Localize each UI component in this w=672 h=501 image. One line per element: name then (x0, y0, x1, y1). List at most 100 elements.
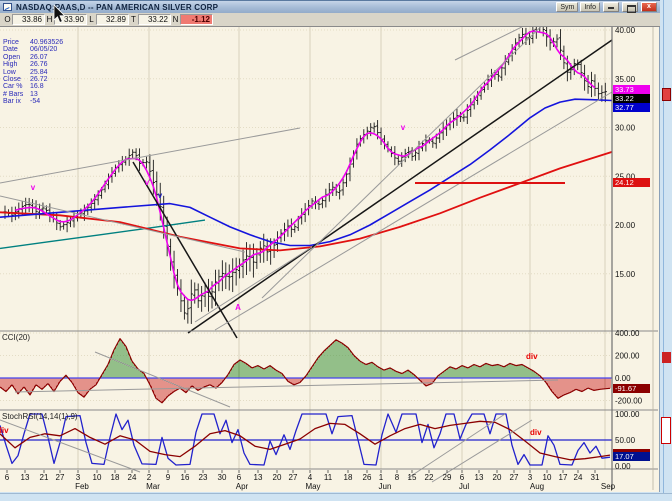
open-label: O (4, 15, 11, 24)
date-label: Date (3, 46, 18, 54)
high-label: H (46, 15, 53, 24)
svg-text:31: 31 (591, 473, 600, 482)
bars-label: # Bars (3, 90, 24, 98)
svg-text:9: 9 (166, 473, 171, 482)
stoch-signal-value-tag (613, 449, 650, 452)
bars-value: 13 (30, 90, 38, 98)
svg-text:3: 3 (528, 473, 533, 482)
quote-bar: O 33.86 H 33.90 L 32.89 T 33.22 N -1.12 (0, 13, 660, 27)
svg-text:3: 3 (76, 473, 81, 482)
cci-value-tag: -91.67 (613, 384, 650, 393)
svg-text:Sep: Sep (601, 482, 616, 491)
net-label: N (172, 15, 179, 24)
date-value: 06/05/20 (30, 46, 58, 54)
svg-text:18: 18 (111, 473, 120, 482)
svg-text:27: 27 (289, 473, 298, 482)
desktop-bottom-strip (0, 493, 672, 501)
svg-text:100.00: 100.00 (615, 410, 640, 419)
ohlc-bars (3, 27, 607, 324)
svg-text:6: 6 (237, 473, 242, 482)
svg-text:200.00: 200.00 (615, 352, 640, 361)
background-red-tag-2 (662, 352, 671, 363)
svg-text:Aug: Aug (530, 482, 544, 491)
svg-text:30: 30 (218, 473, 227, 482)
gridlines (0, 27, 612, 469)
svg-text:18: 18 (344, 473, 353, 482)
stoch-value-tag: 17.07 (613, 452, 650, 461)
svg-text:-200.00: -200.00 (615, 397, 643, 406)
svg-text:13: 13 (21, 473, 30, 482)
svg-text:21: 21 (40, 473, 49, 482)
ma-medium-price-tag: 32.77 (613, 103, 650, 112)
high-ro-label: High (3, 61, 18, 69)
minimize-button[interactable] (603, 2, 619, 12)
svg-text:0.00: 0.00 (615, 462, 631, 471)
low-label: L (89, 15, 94, 24)
svg-text:27: 27 (56, 473, 65, 482)
chart-window: v v v v A 40.00 35.00 30.00 25.00 20.00 15.00 400.0… (0, 0, 660, 492)
svg-text:v: v (158, 191, 163, 200)
svg-text:10: 10 (543, 473, 552, 482)
svg-text:35.00: 35.00 (615, 75, 636, 84)
svg-text:15: 15 (408, 473, 417, 482)
stoch-divergence-label: div (530, 428, 542, 437)
chart-canvas[interactable]: vvvvA40.0035.0030.0025.0020.0015.00400.0… (0, 0, 660, 493)
data-readout-panel: Price 40.963526 Date 06/05/20 Open 26.07 Hi… (3, 39, 63, 106)
price-label: Price (3, 39, 19, 46)
stochrsi-indicator (0, 413, 612, 466)
svg-text:30.00: 30.00 (615, 124, 636, 133)
info-button[interactable]: Info (580, 2, 600, 12)
window-title: NASDAQ:PAAS,D -- PAN AMERICAN SILVER COR… (16, 2, 219, 12)
panel-frame (0, 27, 658, 490)
title-bar[interactable]: NASDAQ:PAAS,D -- PAN AMERICAN SILVER COR… (0, 0, 660, 13)
svg-text:A: A (235, 303, 241, 312)
low-value: 32.89 (96, 14, 129, 25)
cci-indicator (0, 338, 612, 404)
car-pct-label: Car % (3, 83, 23, 91)
svg-text:0.00: 0.00 (615, 374, 631, 383)
red-line-price-tag: 24.12 (613, 178, 650, 187)
moving-averages (0, 30, 612, 302)
svg-text:40.00: 40.00 (615, 26, 636, 35)
svg-text:20.00: 20.00 (615, 221, 636, 230)
car-pct-value: 16.8 (30, 83, 44, 91)
open-ro-label: Open (3, 53, 21, 61)
svg-text:24: 24 (128, 473, 137, 482)
svg-text:13: 13 (254, 473, 263, 482)
high-value: 33.90 (54, 14, 87, 25)
cci-divergence-label: div (526, 352, 538, 361)
bar-ix-value: -54 (30, 98, 41, 106)
sym-button[interactable]: Sym (556, 2, 579, 12)
svg-text:24: 24 (574, 473, 583, 482)
svg-text:16: 16 (181, 473, 190, 482)
low-ro-value: 25.84 (30, 68, 48, 76)
price-axis-labels: 40.00 35.00 30.00 25.00 20.00 15.00 400.00 200.… (615, 26, 643, 471)
svg-text:20: 20 (273, 473, 282, 482)
close-button[interactable]: x (641, 2, 657, 12)
svg-text:15.00: 15.00 (615, 270, 636, 279)
svg-text:23: 23 (199, 473, 208, 482)
svg-text:8: 8 (395, 473, 400, 482)
svg-text:29: 29 (443, 473, 452, 482)
maximize-button[interactable] (622, 2, 638, 13)
net-change-value: -1.12 (180, 14, 213, 25)
svg-text:25.00: 25.00 (615, 172, 636, 181)
svg-text:22: 22 (425, 473, 434, 482)
trade-value: 33.22 (138, 14, 171, 25)
price-value: 40.963526 (30, 39, 64, 46)
stochrsi-panel-label: StochRSI(14,14(1),9) (2, 412, 78, 421)
bar-ix-label: Bar ix (3, 98, 21, 106)
last-price-tag: 33.22 (613, 94, 650, 103)
svg-text:2: 2 (147, 473, 152, 482)
svg-text:Apr: Apr (236, 482, 249, 491)
svg-text:17: 17 (559, 473, 568, 482)
svg-text:13: 13 (475, 473, 484, 482)
background-red-tag (662, 88, 671, 101)
date-axis: 6 13 21 27 3 10 18 24 2 9 16 23 30 6 13 20 27 4 11 18 26 1 8 15… (5, 470, 616, 491)
close-ro-label: Close (3, 76, 21, 84)
svg-text:20: 20 (493, 473, 502, 482)
close-ro-value: 26.72 (30, 76, 48, 84)
svg-text:May: May (305, 482, 320, 491)
high-ro-value: 26.76 (30, 61, 48, 69)
